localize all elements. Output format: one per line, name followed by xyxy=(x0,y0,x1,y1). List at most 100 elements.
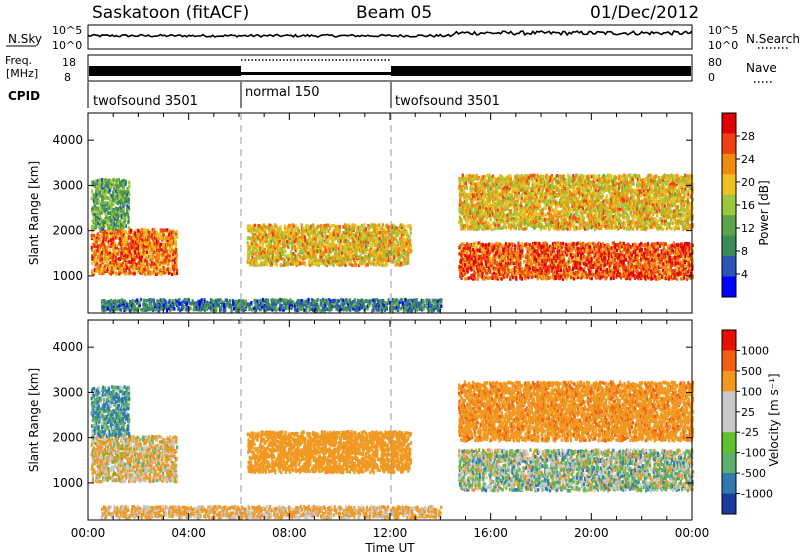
data-cell xyxy=(104,212,107,216)
data-cell xyxy=(402,240,405,244)
data-cell xyxy=(101,239,105,244)
data-cell xyxy=(104,192,107,196)
data-cell xyxy=(590,259,593,263)
data-cell xyxy=(251,229,254,233)
data-cell xyxy=(145,268,148,272)
data-cell xyxy=(625,265,628,270)
data-cell xyxy=(398,250,401,254)
data-cell xyxy=(646,246,649,251)
data-cell xyxy=(681,247,684,251)
data-cell xyxy=(506,259,509,263)
data-cell xyxy=(359,234,362,238)
data-cell xyxy=(627,269,630,274)
data-cell xyxy=(164,257,167,261)
data-cell xyxy=(597,253,600,258)
data-cell xyxy=(94,250,97,254)
data-cell xyxy=(145,245,148,249)
data-cell xyxy=(273,241,276,246)
data-cell xyxy=(246,226,249,231)
data-cell xyxy=(312,223,315,227)
data-cell xyxy=(313,262,316,266)
data-cell xyxy=(482,251,485,255)
data-cell xyxy=(534,244,537,248)
data-cell xyxy=(398,258,401,262)
data-cell xyxy=(396,254,399,258)
data-cell xyxy=(369,252,372,256)
data-cell xyxy=(535,249,538,253)
data-cell xyxy=(280,254,283,258)
data-cell xyxy=(121,237,124,241)
data-cell xyxy=(308,238,311,243)
data-cell xyxy=(544,275,547,279)
data-cell xyxy=(355,258,358,263)
data-cell xyxy=(602,258,605,263)
data-cell xyxy=(163,270,167,275)
data-cell xyxy=(501,267,504,271)
data-cell xyxy=(478,249,482,253)
data-cell xyxy=(574,248,577,252)
data-cell xyxy=(524,263,528,268)
data-cell xyxy=(268,260,271,265)
data-cell xyxy=(352,256,355,261)
data-cell xyxy=(169,250,172,254)
data-cell xyxy=(533,260,536,264)
data-cell xyxy=(338,263,341,267)
data-cell xyxy=(116,262,119,266)
data-cell xyxy=(621,256,624,261)
data-cell xyxy=(622,241,625,246)
data-cell xyxy=(510,246,513,251)
data-cell xyxy=(289,228,292,232)
data-cell xyxy=(390,229,393,234)
data-cell xyxy=(157,270,160,275)
data-cell xyxy=(466,264,469,268)
data-cell xyxy=(549,244,552,249)
data-cell xyxy=(663,258,666,263)
data-cell xyxy=(539,266,542,270)
data-cell xyxy=(500,277,503,281)
data-cell xyxy=(485,243,488,247)
data-cell xyxy=(150,232,153,236)
data-cell xyxy=(548,264,551,269)
data-cell xyxy=(307,251,310,255)
data-cell xyxy=(114,255,118,260)
data-cell xyxy=(142,262,145,266)
data-cell xyxy=(107,226,111,230)
data-cell xyxy=(93,221,97,226)
data-cell xyxy=(480,259,483,264)
data-cell xyxy=(547,249,550,254)
data-cell xyxy=(109,231,112,235)
data-cell xyxy=(476,252,479,257)
data-cell xyxy=(125,248,128,253)
data-cell xyxy=(391,242,394,247)
data-cell xyxy=(470,274,473,278)
data-cell xyxy=(375,234,378,238)
data-cell xyxy=(287,261,290,266)
data-cell xyxy=(576,246,580,251)
data-cell xyxy=(258,252,261,256)
data-cell xyxy=(325,245,328,249)
data-cell xyxy=(488,263,491,267)
data-cell xyxy=(407,239,410,244)
data-cell xyxy=(606,253,609,258)
data-cell xyxy=(98,243,101,248)
data-cell xyxy=(597,246,600,251)
data-cell xyxy=(148,237,151,242)
data-cell xyxy=(320,230,323,235)
data-cell xyxy=(292,252,295,256)
data-cell xyxy=(677,273,680,277)
data-cell xyxy=(384,224,387,228)
data-cell xyxy=(543,264,546,268)
data-cell xyxy=(504,269,507,273)
data-cell xyxy=(513,253,516,258)
data-cell xyxy=(591,270,594,274)
data-cell xyxy=(249,224,252,228)
data-cell xyxy=(125,212,128,216)
data-cell xyxy=(345,234,348,239)
data-cell xyxy=(128,208,131,212)
data-cell xyxy=(346,259,349,263)
data-cell xyxy=(661,271,664,275)
data-cell xyxy=(476,267,479,271)
data-cell xyxy=(333,237,336,242)
data-cell xyxy=(165,261,168,266)
data-cell xyxy=(604,263,607,267)
